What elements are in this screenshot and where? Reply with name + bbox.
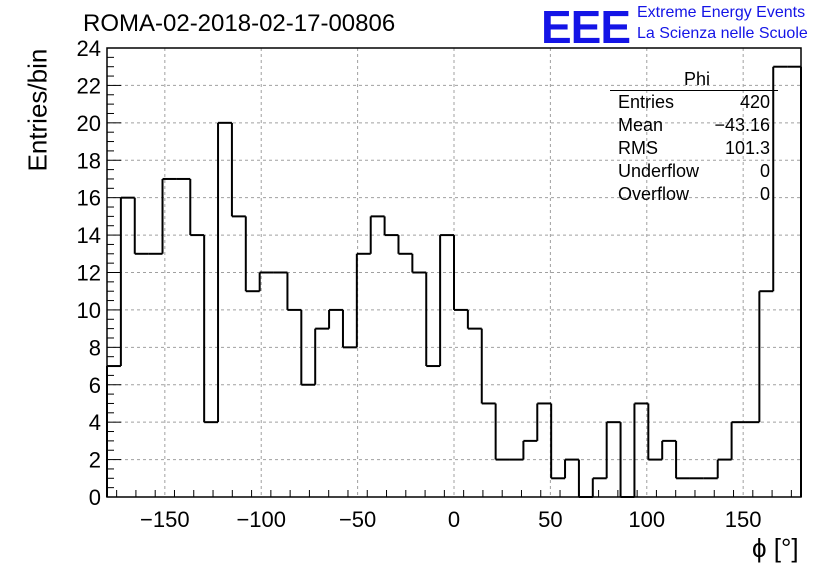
y-tick-label: 2 xyxy=(89,448,101,473)
stats-title: Phi xyxy=(683,69,710,89)
x-axis-label: ϕ [°] xyxy=(752,533,799,563)
stats-value: −43.16 xyxy=(714,115,770,135)
stats-value: 101.3 xyxy=(724,138,770,158)
y-tick-label: 6 xyxy=(89,373,101,398)
logo-line-1: Extreme Energy Events xyxy=(637,4,806,21)
stats-row-rms: RMS 101.3 xyxy=(610,137,778,160)
y-axis-label: Entries/bin xyxy=(22,48,53,172)
stats-row-entries: Entries 420 xyxy=(610,91,778,114)
y-tick-label: 20 xyxy=(77,111,101,136)
stats-value: 0 xyxy=(759,184,770,204)
x-tick-label: −150 xyxy=(140,507,190,532)
stats-value: 0 xyxy=(759,161,770,181)
x-tick-label: 0 xyxy=(448,507,460,532)
stats-divider xyxy=(610,90,778,91)
x-tick-label: 50 xyxy=(538,507,562,532)
chart-title: ROMA-02-2018-02-17-00806 xyxy=(83,10,396,37)
x-tick-label: 150 xyxy=(725,507,762,532)
y-tick-label: 10 xyxy=(77,298,101,323)
stats-label: RMS xyxy=(618,138,658,158)
stats-box: Phi Entries 420 Mean −43.16 RMS 101.3 Un… xyxy=(610,70,778,206)
logo-line-2: La Scienza nelle Scuole xyxy=(637,25,808,42)
stats-value: 420 xyxy=(739,92,770,112)
y-tick-label: 16 xyxy=(77,186,101,211)
stats-row-underflow: Underflow 0 xyxy=(610,160,778,183)
x-tick-label: −50 xyxy=(339,507,376,532)
y-tick-label: 24 xyxy=(77,36,101,61)
y-tick-label: 4 xyxy=(89,410,101,435)
y-tick-label: 12 xyxy=(77,261,101,286)
stats-label: Entries xyxy=(618,92,675,112)
y-tick-label: 14 xyxy=(77,223,101,248)
stats-row-mean: Mean −43.16 xyxy=(610,114,778,137)
stats-label: Overflow xyxy=(618,184,690,204)
x-tick-label: −100 xyxy=(236,507,286,532)
axis-ticks xyxy=(107,47,792,498)
y-tick-label: 22 xyxy=(77,73,101,98)
plot-frame xyxy=(106,47,802,498)
histogram-series xyxy=(106,65,802,498)
y-tick-label: 18 xyxy=(77,148,101,173)
stats-label: Mean xyxy=(618,115,664,135)
stats-label: Underflow xyxy=(618,161,700,181)
stats-row-overflow: Overflow 0 xyxy=(610,183,778,206)
x-tick-label: 100 xyxy=(628,507,665,532)
y-tick-label: 0 xyxy=(89,485,101,510)
eee-logo: EEE xyxy=(541,1,631,53)
y-tick-label: 8 xyxy=(89,335,101,360)
